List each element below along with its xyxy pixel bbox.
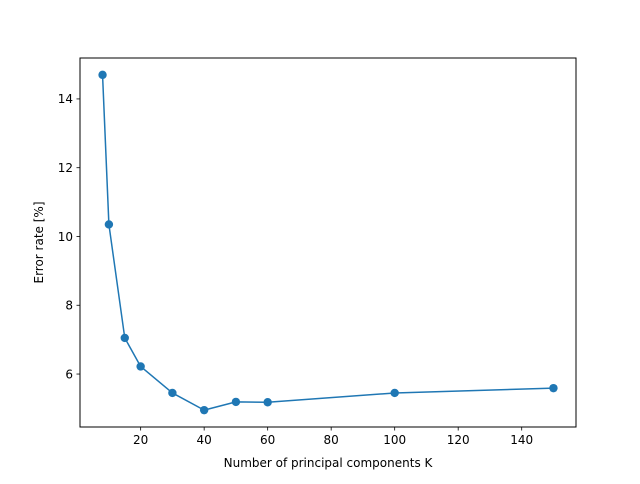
y-axis-ticks: 6 8 10 12 14 <box>58 92 80 381</box>
data-point-marker <box>199 405 209 415</box>
data-point-marker <box>549 383 558 393</box>
x-tick-label: 120 <box>447 433 470 447</box>
x-tick-label: 20 <box>133 433 148 447</box>
data-point-marker <box>136 362 145 371</box>
x-axis-label: Number of principal components K <box>224 456 434 470</box>
x-tick-label: 140 <box>510 433 533 447</box>
x-tick-label: 80 <box>324 433 339 447</box>
data-point-marker <box>104 220 114 229</box>
y-tick-label: 6 <box>65 367 73 381</box>
plot-area-frame <box>79 57 577 428</box>
y-tick-label: 14 <box>58 92 73 106</box>
x-tick-label: 40 <box>197 433 212 447</box>
data-point-marker <box>263 398 272 407</box>
data-point-marker <box>168 388 177 398</box>
x-axis-ticks: 20 40 60 80 100 120 140 <box>133 427 533 447</box>
data-point-marker <box>98 70 107 80</box>
x-tick-label: 60 <box>260 433 275 447</box>
data-point-marker <box>231 397 241 407</box>
y-tick-label: 10 <box>58 230 73 244</box>
data-point-marker <box>390 388 399 398</box>
y-axis-label: Error rate [%] <box>32 201 46 283</box>
data-point-marker <box>120 333 129 343</box>
y-tick-label: 12 <box>58 161 73 175</box>
y-tick-label: 8 <box>65 299 73 313</box>
series-line <box>101 74 554 411</box>
x-tick-label: 100 <box>383 433 406 447</box>
